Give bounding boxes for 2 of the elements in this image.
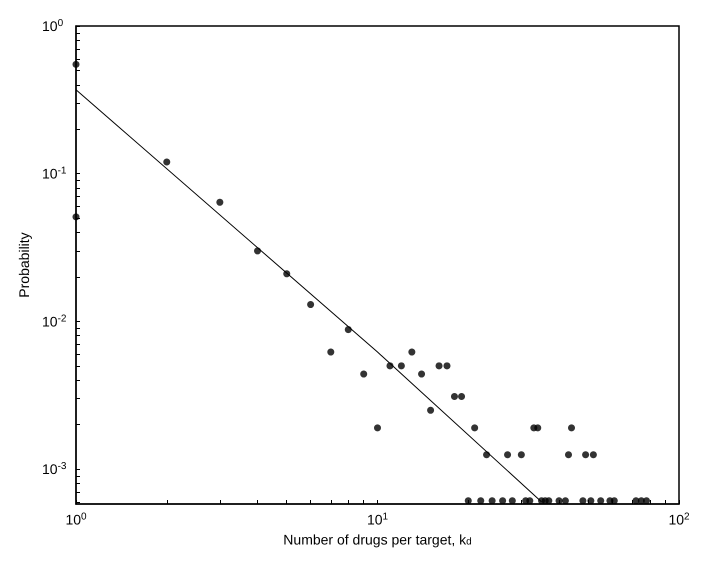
y-axis-title: Probability — [16, 232, 32, 298]
x-axis-title: Number of drugs per target, kd — [283, 532, 472, 548]
